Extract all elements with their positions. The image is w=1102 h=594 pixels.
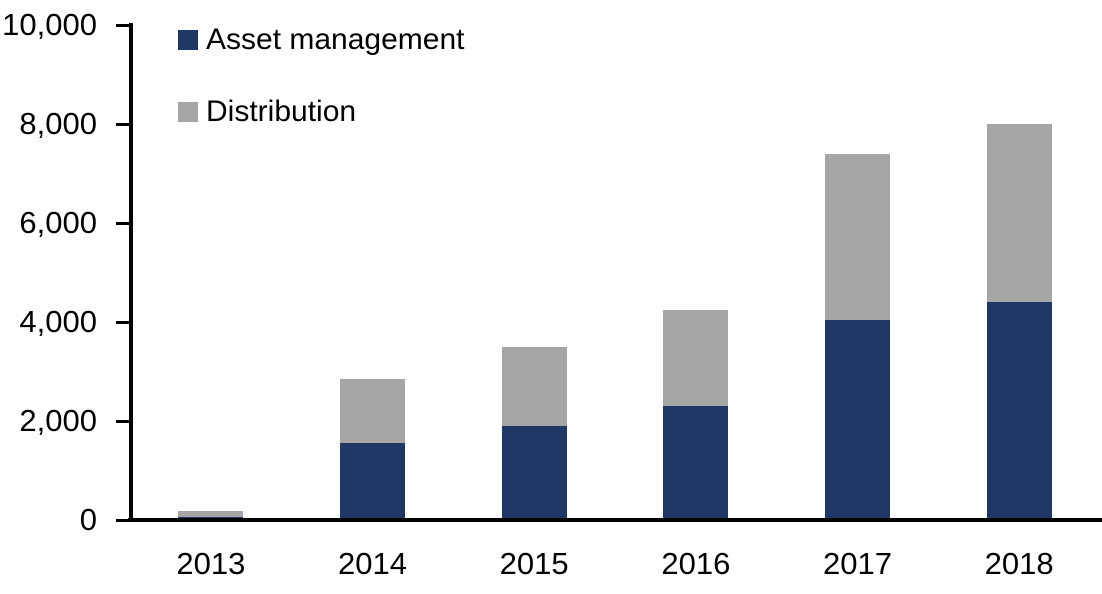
legend-item-asset-management: Asset management [178, 23, 465, 56]
y-axis-tick-label: 0 [79, 502, 97, 537]
bar-segment-asset-management-2014 [340, 443, 405, 520]
x-axis-tick-label-2018: 2018 [984, 546, 1054, 581]
legend-swatch-distribution-icon [178, 102, 198, 122]
y-axis-tick-label: 8,000 [19, 106, 97, 141]
x-axis-line [128, 518, 1102, 522]
bar-segment-distribution-2017 [825, 153, 890, 320]
legend-swatch-asset-management-icon [178, 30, 198, 50]
x-axis-tick-label-2013: 2013 [176, 546, 246, 581]
y-axis-tick-label: 6,000 [19, 205, 97, 240]
y-axis-tick [116, 518, 133, 522]
x-axis-tick-label-2017: 2017 [823, 546, 892, 581]
bar-segment-distribution-2013 [178, 511, 244, 517]
legend-label-distribution: Distribution [206, 95, 357, 128]
y-axis-tick [116, 419, 133, 423]
y-axis-line [129, 23, 133, 522]
bar-segment-asset-management-2017 [825, 319, 890, 520]
bar-segment-distribution-2018 [986, 124, 1052, 303]
bar-segment-distribution-2015 [501, 346, 567, 426]
y-axis-tick-label: 4,000 [19, 304, 97, 339]
bar-segment-distribution-2016 [663, 309, 729, 407]
y-axis-tick [116, 221, 133, 225]
y-axis-tick [116, 320, 133, 324]
y-axis-tick [116, 23, 133, 27]
y-axis-tick [116, 122, 133, 126]
legend-item-distribution: Distribution [178, 95, 357, 128]
x-axis-tick-label-2015: 2015 [499, 546, 569, 581]
bar-segment-distribution-2014 [340, 378, 405, 444]
x-axis-tick-label-2014: 2014 [338, 546, 407, 581]
y-axis-tick-label: 2,000 [19, 403, 97, 438]
bar-segment-asset-management-2018 [986, 302, 1052, 520]
y-axis-tick-label: 10,000 [2, 7, 97, 42]
x-axis-tick-label-2016: 2016 [661, 546, 731, 581]
bar-segment-asset-management-2015 [501, 425, 567, 520]
bar-segment-asset-management-2016 [663, 406, 729, 520]
legend-label-asset-management: Asset management [206, 23, 465, 56]
